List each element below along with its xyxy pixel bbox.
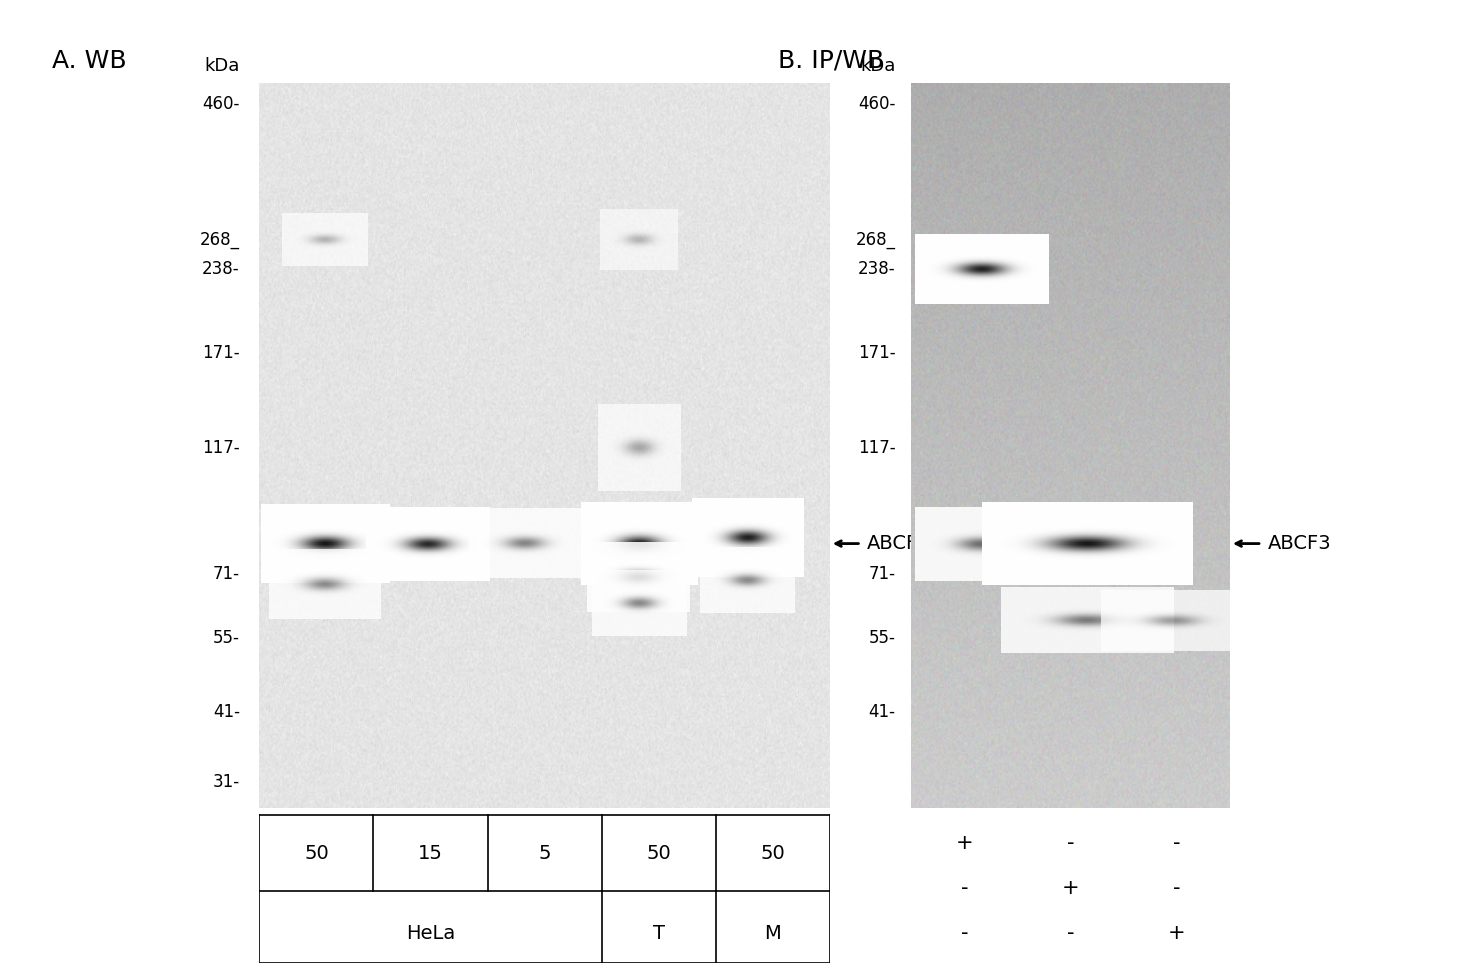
Text: +: +	[956, 833, 974, 852]
Text: 171-: 171-	[202, 343, 240, 362]
Text: M: M	[765, 923, 781, 943]
Text: -: -	[1067, 833, 1074, 852]
Text: 41-: 41-	[868, 703, 895, 721]
Text: kDa: kDa	[860, 56, 895, 75]
Text: 50: 50	[760, 844, 785, 863]
Text: 171-: 171-	[858, 343, 895, 362]
Text: 238-: 238-	[202, 261, 240, 278]
Text: -: -	[1067, 923, 1074, 943]
Text: 15: 15	[418, 844, 443, 863]
Text: +: +	[1063, 878, 1079, 898]
Text: 41-: 41-	[213, 703, 240, 721]
Text: A. WB: A. WB	[52, 49, 126, 73]
Text: +: +	[1168, 923, 1186, 943]
Text: 117-: 117-	[202, 439, 240, 457]
Text: 117-: 117-	[858, 439, 895, 457]
Text: B. IP/WB: B. IP/WB	[778, 49, 885, 73]
Text: 460-: 460-	[203, 94, 240, 113]
Text: 238-: 238-	[858, 261, 895, 278]
Text: 71-: 71-	[868, 564, 895, 583]
Text: -: -	[1174, 878, 1181, 898]
Text: 460-: 460-	[858, 94, 895, 113]
Text: 55-: 55-	[213, 629, 240, 647]
Text: 5: 5	[538, 844, 551, 863]
Text: 50: 50	[646, 844, 671, 863]
Text: 268_: 268_	[855, 231, 895, 248]
Text: 55-: 55-	[868, 629, 895, 647]
Text: T: T	[652, 923, 665, 943]
Text: 71-: 71-	[213, 564, 240, 583]
Text: HeLa: HeLa	[406, 923, 455, 943]
Text: 50: 50	[304, 844, 329, 863]
Text: ABCF3: ABCF3	[867, 534, 931, 553]
Text: -: -	[1174, 833, 1181, 852]
Text: -: -	[960, 923, 968, 943]
Text: 31-: 31-	[212, 773, 240, 791]
Text: ABCF3: ABCF3	[1269, 534, 1332, 553]
Text: 268_: 268_	[200, 231, 240, 248]
Text: kDa: kDa	[205, 56, 240, 75]
Text: -: -	[960, 878, 968, 898]
